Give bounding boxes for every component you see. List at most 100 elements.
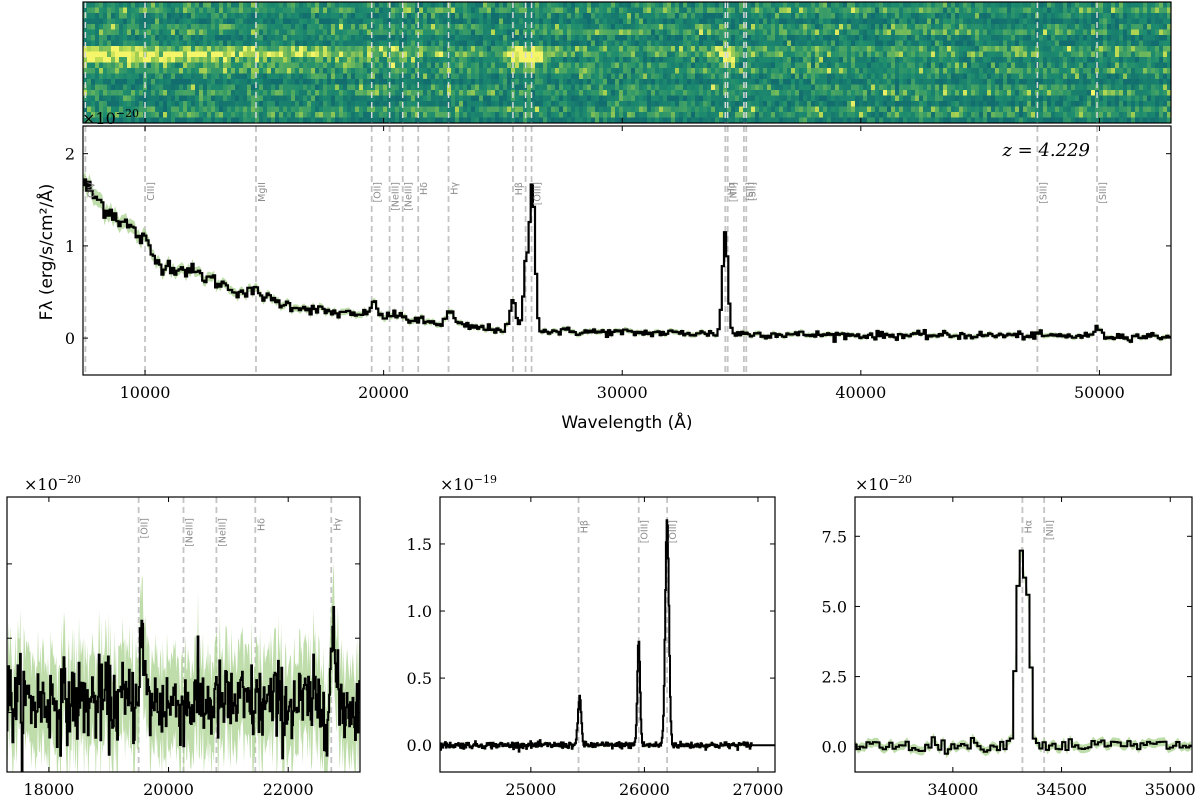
image-pixel [199, 62, 204, 69]
image-pixel [919, 79, 924, 86]
image-pixel [163, 2, 168, 9]
image-pixel [411, 62, 416, 69]
image-pixel [535, 35, 540, 42]
image-pixel [427, 73, 432, 80]
image-pixel [635, 73, 640, 80]
image-pixel [1075, 46, 1080, 53]
image-pixel [383, 68, 388, 75]
image-pixel [787, 7, 792, 14]
image-pixel [1083, 35, 1088, 42]
image-pixel [1151, 90, 1156, 97]
image-pixel [1119, 13, 1124, 20]
image-pixel [475, 79, 480, 86]
image-pixel [855, 46, 860, 53]
image-pixel [815, 7, 820, 14]
image-pixel [243, 24, 248, 31]
image-pixel [835, 29, 840, 36]
image-pixel [943, 62, 948, 69]
image-pixel [987, 68, 992, 75]
image-pixel [995, 90, 1000, 97]
image-pixel [831, 35, 836, 42]
image-pixel [211, 18, 216, 25]
image-pixel [703, 2, 708, 9]
image-pixel [811, 46, 816, 53]
image-pixel [1075, 40, 1080, 47]
image-pixel [915, 57, 920, 64]
image-pixel [503, 40, 508, 47]
image-pixel [287, 40, 292, 47]
image-pixel [891, 29, 896, 36]
image-pixel [459, 101, 464, 108]
image-pixel [743, 7, 748, 14]
image-pixel [211, 79, 216, 86]
image-pixel [1103, 18, 1108, 25]
image-pixel [471, 46, 476, 53]
image-pixel [1099, 57, 1104, 64]
image-pixel [191, 95, 196, 102]
image-pixel [487, 7, 492, 14]
image-pixel [675, 90, 680, 97]
image-pixel [863, 35, 868, 42]
image-pixel [383, 46, 388, 53]
image-pixel [1127, 73, 1132, 80]
image-pixel [107, 79, 112, 86]
image-pixel [131, 57, 136, 64]
image-pixel [767, 2, 772, 9]
image-pixel [91, 79, 96, 86]
image-pixel [1135, 57, 1140, 64]
image-pixel [1039, 35, 1044, 42]
image-pixel [1135, 40, 1140, 47]
image-pixel [1111, 68, 1116, 75]
image-pixel [123, 46, 128, 53]
image-pixel [919, 29, 924, 36]
image-pixel [895, 68, 900, 75]
image-pixel [211, 29, 216, 36]
image-pixel [911, 40, 916, 47]
image-pixel [711, 2, 716, 9]
image-pixel [1087, 84, 1092, 91]
image-pixel [211, 40, 216, 47]
image-pixel [323, 84, 328, 91]
image-pixel [683, 68, 688, 75]
image-pixel [751, 51, 756, 58]
image-pixel [255, 95, 260, 102]
image-pixel [747, 90, 752, 97]
image-pixel [671, 84, 676, 91]
image-pixel [131, 18, 136, 25]
image-pixel [263, 18, 268, 25]
image-pixel [439, 2, 444, 9]
image-pixel [535, 40, 540, 47]
image-pixel [375, 68, 380, 75]
image-pixel [719, 46, 724, 53]
image-pixel [391, 68, 396, 75]
image-pixel [795, 51, 800, 58]
image-pixel [235, 46, 240, 53]
image-pixel [679, 29, 684, 36]
image-pixel [283, 57, 288, 64]
image-pixel [155, 79, 160, 86]
image-pixel [951, 40, 956, 47]
image-pixel [375, 18, 380, 25]
image-pixel [383, 84, 388, 91]
image-pixel [539, 2, 544, 9]
image-pixel [1107, 90, 1112, 97]
image-pixel [815, 95, 820, 102]
image-pixel [443, 46, 448, 53]
image-pixel [999, 90, 1004, 97]
image-pixel [827, 24, 832, 31]
image-pixel [759, 40, 764, 47]
image-pixel [443, 95, 448, 102]
image-pixel [959, 84, 964, 91]
image-pixel [1047, 13, 1052, 20]
image-pixel [599, 46, 604, 53]
spectrum-2d-panel [82, 1, 1172, 124]
image-pixel [767, 40, 772, 47]
image-pixel [727, 95, 732, 102]
image-pixel [823, 2, 828, 9]
image-pixel [343, 29, 348, 36]
image-pixel [171, 95, 176, 102]
image-pixel [255, 18, 260, 25]
image-pixel [939, 7, 944, 14]
image-pixel [703, 51, 708, 58]
image-pixel [727, 62, 732, 69]
